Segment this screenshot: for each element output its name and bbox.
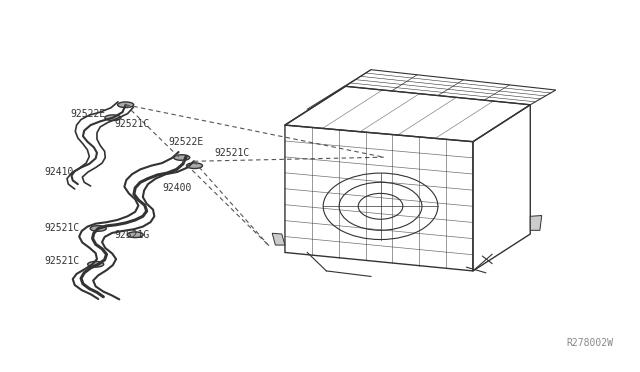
Text: 92522E: 92522E bbox=[168, 137, 204, 147]
Ellipse shape bbox=[118, 102, 134, 108]
Text: 92521G: 92521G bbox=[115, 230, 150, 240]
Text: 92521C: 92521C bbox=[115, 119, 150, 129]
Text: 92521C: 92521C bbox=[45, 256, 80, 266]
Ellipse shape bbox=[90, 226, 106, 231]
Ellipse shape bbox=[105, 115, 121, 121]
Text: 92521C: 92521C bbox=[215, 148, 250, 158]
Polygon shape bbox=[272, 233, 285, 245]
Text: 92522E: 92522E bbox=[70, 109, 106, 119]
Polygon shape bbox=[531, 215, 541, 230]
Text: 92400: 92400 bbox=[162, 183, 191, 193]
Text: R278002W: R278002W bbox=[566, 339, 613, 349]
Ellipse shape bbox=[88, 262, 104, 267]
Text: 92410: 92410 bbox=[45, 167, 74, 177]
Ellipse shape bbox=[186, 163, 202, 169]
Ellipse shape bbox=[173, 155, 189, 160]
Text: 92521C: 92521C bbox=[45, 224, 80, 234]
Ellipse shape bbox=[127, 232, 143, 238]
